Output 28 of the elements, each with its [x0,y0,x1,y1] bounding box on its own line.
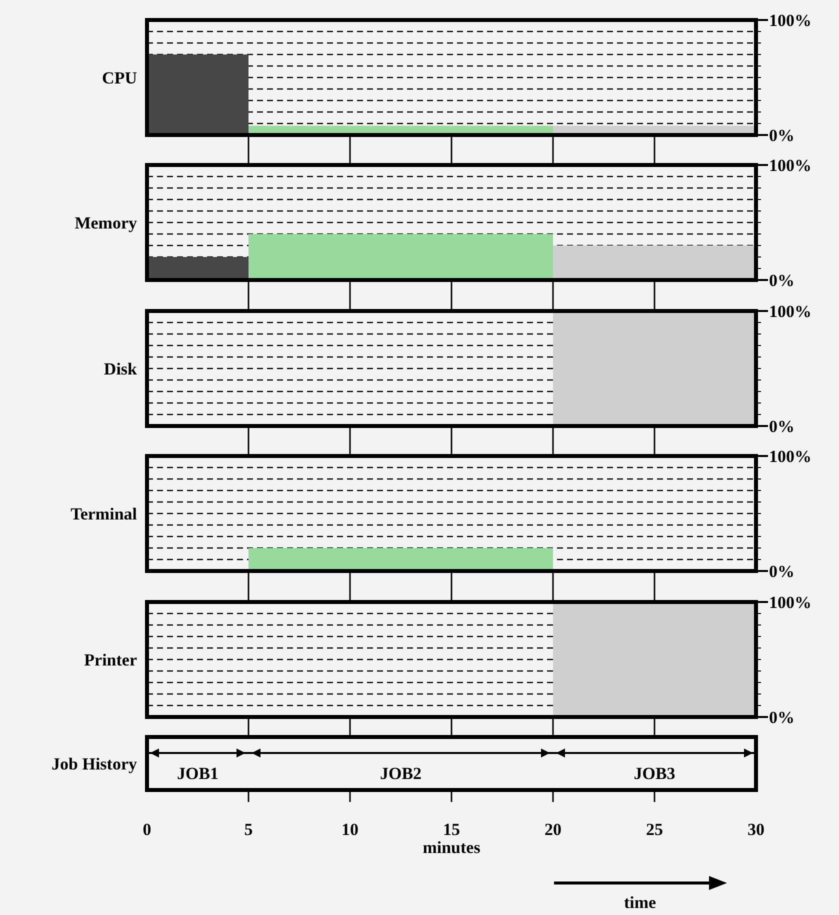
y-tick-label: Job History [52,754,138,774]
x-tick-label: 10 [342,820,358,839]
x-tick-label: 25 [646,820,663,839]
y-tick-label: 0% [769,271,794,290]
series-label: JOB1 [176,764,219,783]
x-tick-label: 5 [244,820,253,839]
y-tick-label: 0% [769,126,794,145]
x-tick-label: 0 [142,820,152,839]
y-axis-title: Memory [74,214,138,232]
series-label: JOB2 [380,764,422,783]
y-tick-label: 100% [769,156,812,175]
series-label: JOB3 [634,764,676,783]
x-tick-label: 20 [544,820,562,839]
y-tick-label: 100% [769,447,812,466]
x-tick-label: 30 [748,820,764,839]
text: time [624,893,656,912]
y-axis-title: CPU [102,68,137,88]
y-tick-label: 0% [769,562,794,581]
x-axis-title: minutes [422,838,481,857]
y-tick-label: 0% [769,417,794,436]
y-axis-title: Printer [84,650,138,670]
y-tick-label: 100% [769,302,812,321]
y-tick-label: 100% [769,593,812,612]
y-axis-title: Terminal [70,504,138,524]
y-axis-title: Disk [104,360,138,378]
y-tick-label: 0% [769,708,794,727]
x-tick-label: 15 [443,820,460,839]
y-tick-label: 100% [769,11,812,30]
